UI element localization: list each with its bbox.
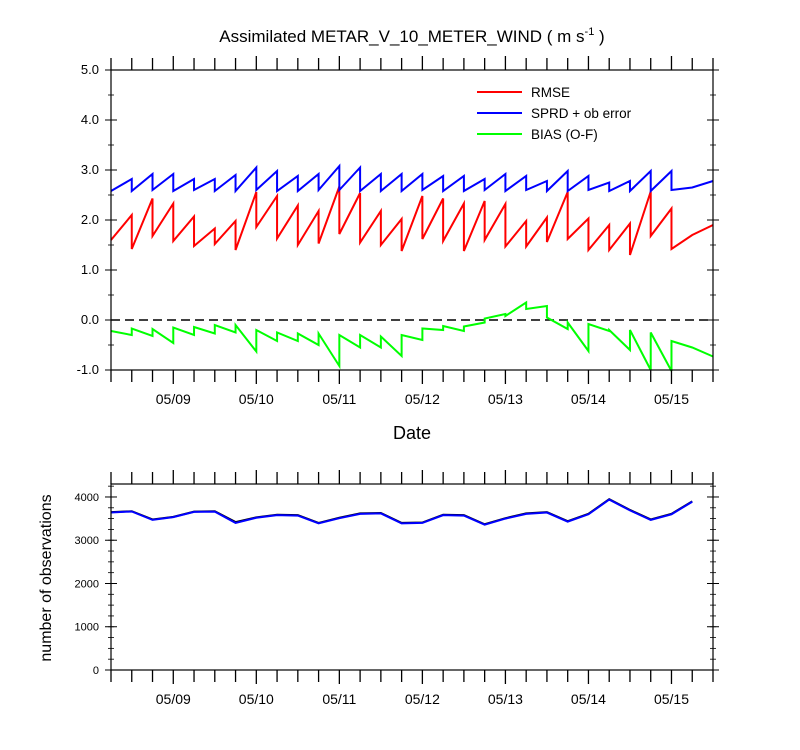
x-tick-label: 05/15 (654, 691, 689, 707)
y-tick-label: 2000 (75, 578, 99, 590)
top-plot-area: -1.0 0.0 1.0 2.0 3.0 4.0 5.0 05/09 05/10 05/11 05/… (77, 56, 719, 407)
plot-frame (110, 483, 714, 671)
x-tick-label: 05/12 (405, 691, 440, 707)
x-tick-label: 05/14 (571, 391, 606, 407)
bottom-plot-area: 0 1000 2000 3000 4000 05/09 05/10 05/11 05/12 05/… (75, 470, 719, 707)
y-tick-label: -1.0 (77, 362, 99, 377)
x-tick-label: 05/13 (488, 691, 523, 707)
y-tick-label: 3.0 (81, 162, 99, 177)
x-tick-label: 05/13 (488, 391, 523, 407)
y-tick-label: 3000 (75, 535, 99, 547)
y-tick-label: 1.0 (81, 262, 99, 277)
legend-label: BIAS (O-F) (531, 127, 598, 142)
series-sprd-ob-error-line (110, 163, 714, 194)
legend-item: SPRD + ob error (477, 106, 632, 121)
x-tick-label: 05/15 (654, 391, 689, 407)
legend-item: BIAS (O-F) (477, 127, 598, 142)
rmse-bias-panel: Assimilated METAR_V_10_METER_WIND ( m s-… (77, 26, 719, 443)
x-tick-label: 05/09 (156, 391, 191, 407)
x-axis-label: Date (393, 423, 431, 443)
legend-label: RMSE (531, 85, 570, 100)
y-tick-label: 2.0 (81, 212, 99, 227)
series-rmse-line (110, 186, 714, 256)
y-axis-label: number of observations (38, 494, 55, 661)
series-bias-o-f-line (110, 300, 714, 372)
x-tick-label: 05/11 (322, 391, 356, 407)
x-tick-label: 05/10 (239, 391, 274, 407)
y-tick-label: 5.0 (81, 62, 99, 77)
y-tick-label: 0.0 (81, 312, 99, 327)
y-tick-label: 4000 (75, 492, 99, 504)
x-tick-label: 05/12 (405, 391, 440, 407)
x-tick-label: 05/09 (156, 691, 191, 707)
legend-item: RMSE (477, 85, 570, 100)
series-line-1 (110, 498, 693, 526)
legend: RMSE SPRD + ob error BIAS (O-F) (477, 85, 632, 142)
chart-title-unit-exponent: -1 (585, 26, 595, 38)
y-tick-label: 4.0 (81, 112, 99, 127)
x-tick-label: 05/11 (322, 691, 356, 707)
chart-title-end: ) (594, 27, 604, 46)
y-tick-label: 0 (93, 665, 99, 677)
chart-title: Assimilated METAR_V_10_METER_WIND ( m s-… (219, 26, 604, 46)
x-tick-label: 05/14 (571, 691, 606, 707)
observation-count-panel: 0 1000 2000 3000 4000 05/09 05/10 05/11 05/12 05/… (38, 470, 719, 707)
x-tick-label: 05/10 (239, 691, 274, 707)
legend-label: SPRD + ob error (531, 106, 632, 121)
y-tick-label: 1000 (75, 622, 99, 634)
